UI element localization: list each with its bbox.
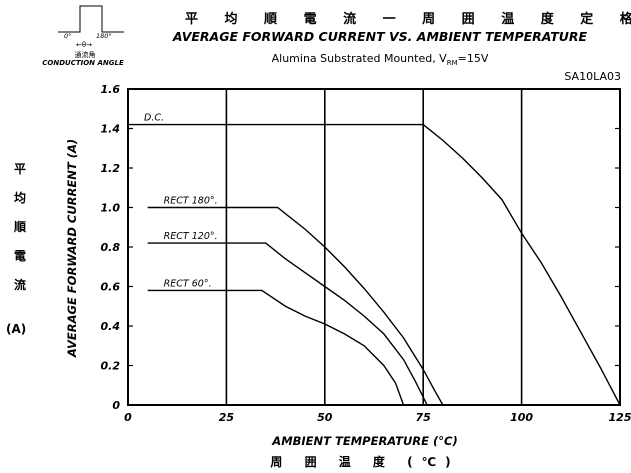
x-axis-label: AMBIENT TEMPERATURE (°C) [272, 434, 458, 448]
y-axis-char: 順 [13, 220, 26, 234]
chart-subtitle: Alumina Substrated Mounted, VRM=15V [230, 52, 530, 67]
y-tick-label: 1.0 [101, 202, 121, 215]
subtitle-subscript: RM [446, 59, 458, 68]
series-label: RECT 120°. [164, 231, 218, 242]
y-tick-label: 0.8 [101, 241, 121, 254]
subtitle-prefix: Alumina Substrated Mounted, V [271, 52, 447, 65]
x-tick-label: 75 [416, 411, 432, 424]
conduction-end-degree: 180° [96, 32, 112, 40]
y-axis-label-japanese: 平 均 順 電 流 [8, 155, 32, 300]
series-label: D.C. [144, 113, 164, 124]
x-tick-label: 125 [609, 411, 631, 424]
y-tick-label: 1.4 [101, 123, 121, 136]
series-line [147, 289, 405, 406]
y-axis-char: 平 [13, 162, 26, 176]
y-tick-label: 0.2 [101, 360, 121, 373]
conduction-waveform-icon [58, 5, 124, 33]
chart-title: AVERAGE FORWARD CURRENT VS. AMBIENT TEMP… [172, 29, 588, 44]
y-tick-label: 0.4 [101, 320, 121, 333]
conduction-angle-japanese: 通流角 [74, 51, 96, 59]
y-tick-label: 1.6 [101, 83, 121, 96]
y-tick-label: 1.2 [101, 162, 121, 175]
x-tick-label: 50 [317, 411, 333, 424]
y-axis-char: 流 [13, 278, 26, 292]
y-axis-unit-japanese: (A) [6, 322, 27, 336]
y-tick-label: 0 [112, 399, 120, 412]
series-line [147, 242, 428, 406]
model-number: SA10LA03 [564, 70, 621, 83]
y-tick-label: 0.6 [101, 281, 121, 294]
plot-frame [127, 88, 621, 406]
conduction-angle-label: CONDUCTION ANGLE [42, 59, 124, 67]
y-axis-char: 電 [13, 249, 26, 263]
series-label: RECT 60°. [164, 278, 212, 289]
y-axis-char: 均 [13, 191, 26, 205]
x-tick-label: 100 [510, 411, 533, 424]
x-axis-label-japanese: 周 囲 温 度 (℃) [270, 455, 460, 469]
series-line [147, 206, 444, 406]
x-tick-label: 0 [124, 411, 132, 424]
subtitle-suffix: =15V [457, 52, 489, 65]
series-line [128, 123, 621, 406]
chart-title-japanese: 平 均 順 電 流 一 周 囲 温 度 定 格 [185, 12, 631, 27]
conduction-theta: ←θ→ [75, 41, 92, 49]
series-label: RECT 180°. [164, 196, 218, 207]
x-tick-label: 25 [219, 411, 235, 424]
conduction-start-degree: 0° [64, 32, 72, 40]
